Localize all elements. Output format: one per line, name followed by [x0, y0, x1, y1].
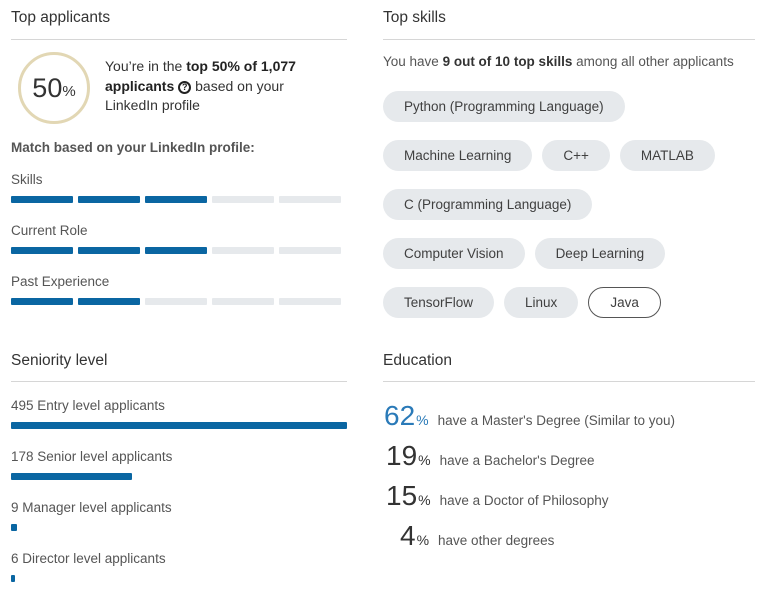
skill-chip: C (Programming Language)	[383, 189, 593, 220]
education-percent-unit: %	[418, 452, 431, 468]
skill-chip: Java	[588, 287, 661, 318]
top-applicants-divider	[11, 39, 347, 40]
education-label: have a Doctor of Philosophy	[439, 493, 609, 508]
seniority-bar-senior	[11, 473, 132, 480]
education-percent: 15	[386, 480, 418, 511]
skill-chip: Deep Learning	[534, 238, 666, 269]
skills-intro-suffix: among all other applicants	[572, 54, 734, 69]
seniority-title: Seniority level	[11, 352, 108, 369]
criterion-meter-past-experience	[11, 298, 341, 305]
education-percent-unit: %	[416, 532, 430, 548]
seniority-divider	[11, 381, 347, 382]
seniority-bar-manager	[11, 524, 17, 531]
meter-segment-filled	[78, 247, 140, 254]
education-percent-unit: %	[416, 412, 429, 428]
seniority-label-director: 6 Director level applicants	[11, 551, 166, 566]
meter-segment-empty	[212, 247, 274, 254]
meter-segment-empty	[279, 247, 341, 254]
skills-intro-prefix: You have	[383, 54, 443, 69]
skill-chip: Machine Learning	[383, 140, 533, 171]
education-label: have a Bachelor's Degree	[439, 453, 595, 468]
percentile-ring: 50%	[18, 52, 90, 124]
meter-segment-empty	[212, 298, 274, 305]
meter-segment-filled	[11, 298, 73, 305]
skill-chip: Python (Programming Language)	[383, 91, 625, 122]
rank-summary: You’re in the top 50% of 1,077 applicant…	[105, 57, 320, 116]
education-row-doctorate: 15% have a Doctor of Philosophy	[386, 480, 608, 512]
percentile-value: 50	[32, 72, 63, 103]
seniority-bar-entry	[11, 422, 347, 429]
skill-chip: TensorFlow	[383, 287, 495, 318]
skill-chip: C++	[542, 140, 610, 171]
education-percent-unit: %	[418, 492, 431, 508]
criterion-label-current-role: Current Role	[11, 223, 88, 238]
seniority-bar-director	[11, 575, 15, 582]
match-title: Match based on your LinkedIn profile:	[11, 140, 255, 155]
rank-highlight: top 50% of 1,077 applicants	[105, 58, 296, 94]
education-percent: 19	[386, 440, 418, 471]
education-row-masters: 62% have a Master's Degree (Similar to yo…	[384, 400, 675, 432]
seniority-label-senior: 178 Senior level applicants	[11, 449, 173, 464]
seniority-label-manager: 9 Manager level applicants	[11, 500, 172, 515]
education-label: have other degrees	[438, 533, 555, 548]
meter-segment-filled	[145, 196, 207, 203]
seniority-label-entry: 495 Entry level applicants	[11, 398, 165, 413]
meter-segment-filled	[145, 247, 207, 254]
skill-chip: MATLAB	[619, 140, 715, 171]
skill-chip: Computer Vision	[383, 238, 525, 269]
meter-segment-filled	[78, 298, 140, 305]
meter-segment-empty	[279, 196, 341, 203]
top-skills-divider	[383, 39, 755, 40]
education-percent: 62	[384, 400, 416, 431]
criterion-label-past-experience: Past Experience	[11, 274, 110, 289]
education-divider	[383, 381, 755, 382]
top-applicants-title: Top applicants	[11, 9, 111, 26]
education-row-other: 4% have other degrees	[400, 520, 554, 552]
meter-segment-filled	[78, 196, 140, 203]
meter-segment-filled	[11, 196, 73, 203]
education-title: Education	[383, 352, 452, 369]
top-skills-title: Top skills	[383, 9, 446, 26]
question-help-icon[interactable]: ?	[178, 80, 192, 94]
meter-segment-empty	[279, 298, 341, 305]
criterion-meter-skills	[11, 196, 341, 203]
meter-segment-filled	[11, 247, 73, 254]
rank-prefix: You’re in the	[105, 58, 187, 74]
education-row-bachelors: 19% have a Bachelor's Degree	[386, 440, 595, 472]
rank-suffix: based on your LinkedIn profile	[105, 77, 284, 114]
skills-chip-list: Python (Programming Language) Machine Le…	[383, 91, 755, 318]
skill-chip: Linux	[504, 287, 579, 318]
education-label: have a Master's Degree (Similar to you)	[437, 413, 676, 428]
meter-segment-empty	[212, 196, 274, 203]
percentile-unit: %	[62, 82, 76, 100]
skills-intro-highlight: 9 out of 10 top skills	[442, 54, 573, 69]
criterion-label-skills: Skills	[11, 172, 43, 187]
education-percent: 4	[400, 520, 416, 551]
criterion-meter-current-role	[11, 247, 341, 254]
skills-summary: You have 9 out of 10 top skills among al…	[383, 54, 734, 69]
meter-segment-empty	[145, 298, 207, 305]
